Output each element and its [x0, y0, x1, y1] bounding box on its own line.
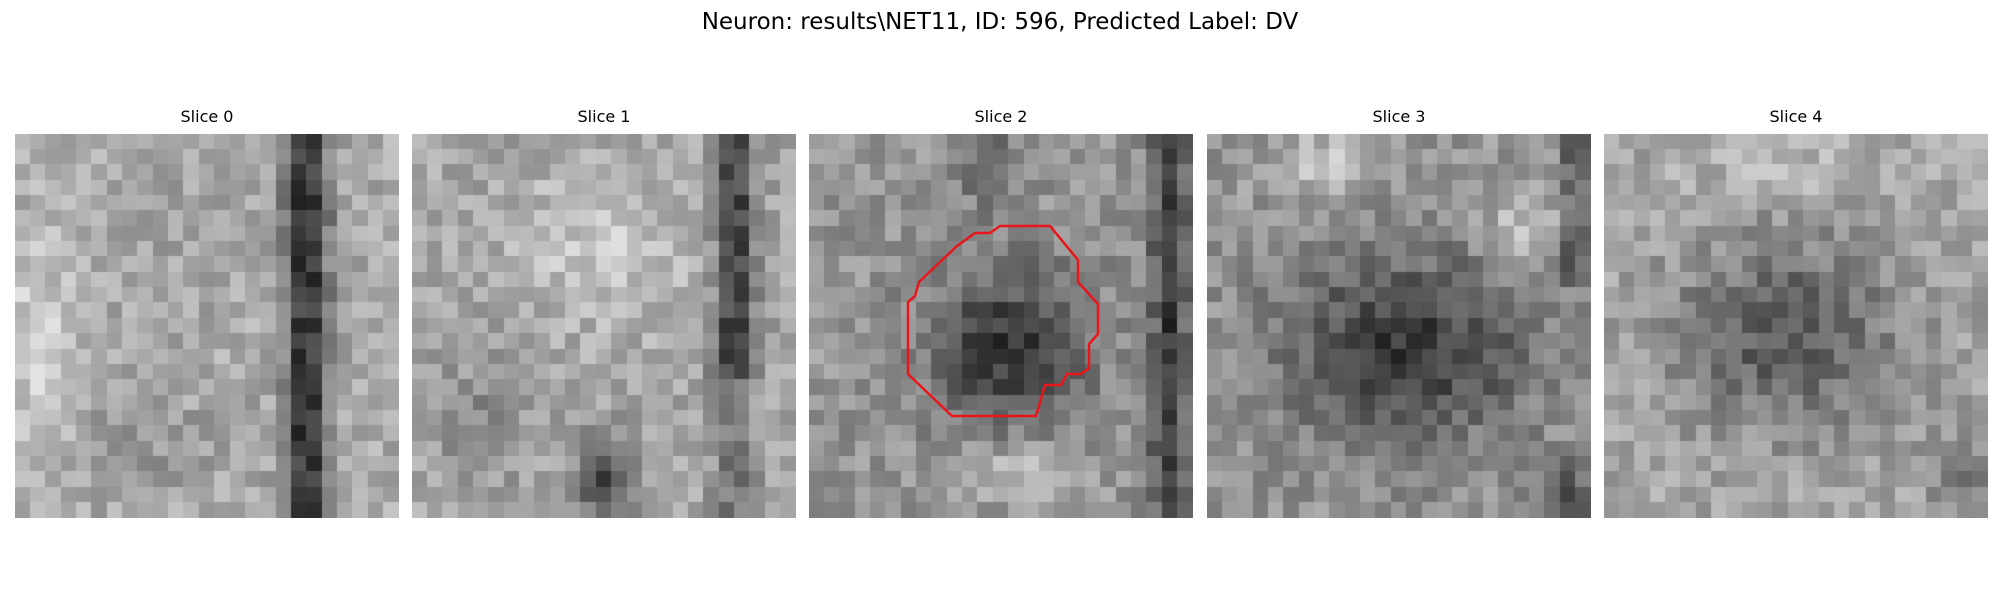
slice-title-0: Slice 0	[180, 107, 234, 126]
slice-title-4: Slice 4	[1769, 107, 1823, 126]
slice-title-3: Slice 3	[1372, 107, 1426, 126]
slice-image-0	[15, 134, 399, 518]
roi-contour-overlay	[906, 224, 1100, 418]
figure-title: Neuron: results\NET11, ID: 596, Predicte…	[701, 9, 1299, 35]
slice-title-2: Slice 2	[974, 107, 1028, 126]
slice-image-3	[1207, 134, 1591, 518]
slice-image-4	[1604, 134, 1988, 518]
slice-title-1: Slice 1	[577, 107, 631, 126]
slice-image-2	[809, 134, 1193, 518]
roi-contour	[906, 224, 1100, 418]
slice-image-1	[412, 134, 796, 518]
